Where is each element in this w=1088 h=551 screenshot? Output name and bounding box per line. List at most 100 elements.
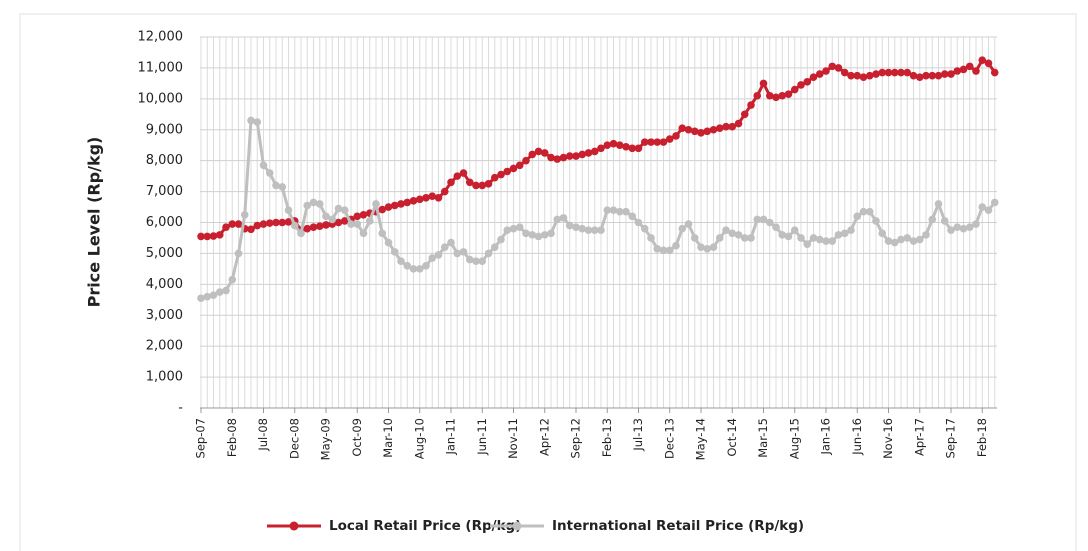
point xyxy=(534,232,543,241)
point xyxy=(240,210,249,219)
point xyxy=(728,122,737,131)
point xyxy=(415,195,424,204)
point xyxy=(909,237,918,245)
point xyxy=(659,138,668,146)
point xyxy=(403,198,412,207)
point xyxy=(659,246,668,255)
point xyxy=(309,223,318,231)
point xyxy=(422,261,430,270)
point xyxy=(584,149,593,157)
point xyxy=(534,147,543,156)
point xyxy=(672,132,680,140)
y-tick-label: - xyxy=(178,401,183,416)
point xyxy=(428,192,437,201)
point xyxy=(565,221,574,230)
point xyxy=(259,220,268,228)
point xyxy=(653,244,662,253)
point xyxy=(965,62,974,71)
point xyxy=(297,229,305,238)
point xyxy=(309,198,318,207)
point xyxy=(384,238,393,247)
point xyxy=(903,68,912,77)
point xyxy=(890,68,899,77)
point xyxy=(378,229,387,238)
point xyxy=(915,235,924,244)
point xyxy=(578,224,587,233)
point xyxy=(934,71,943,80)
point xyxy=(465,178,474,187)
point xyxy=(878,229,887,238)
x-tick-label: May-14 xyxy=(694,418,708,460)
point xyxy=(509,224,518,233)
point xyxy=(984,206,993,214)
y-tick-label: 6,000 xyxy=(146,215,183,230)
y-tick-label: 1,000 xyxy=(146,370,183,385)
point xyxy=(515,161,524,170)
point xyxy=(790,85,799,94)
point xyxy=(303,224,312,233)
point xyxy=(234,220,243,228)
x-tick-label: Mar-15 xyxy=(756,418,770,458)
point xyxy=(972,220,980,228)
point xyxy=(897,235,905,244)
point xyxy=(628,144,637,153)
point xyxy=(715,234,724,242)
point xyxy=(365,217,374,225)
point xyxy=(990,68,999,77)
point xyxy=(922,71,930,80)
point xyxy=(390,248,399,256)
x-tick-label: Oct-14 xyxy=(725,418,739,457)
point xyxy=(928,215,937,224)
point xyxy=(253,221,262,230)
point xyxy=(197,232,205,241)
point xyxy=(778,91,787,100)
point xyxy=(222,223,230,231)
point xyxy=(503,226,512,235)
y-tick-label: 10,000 xyxy=(138,91,184,106)
x-tick-label: Jul-08 xyxy=(256,418,270,452)
x-tick-label: Apr-12 xyxy=(537,418,551,456)
point xyxy=(953,67,962,75)
point xyxy=(840,68,849,77)
point xyxy=(878,68,887,77)
x-tick-label: Apr-17 xyxy=(912,418,926,456)
point xyxy=(928,71,937,80)
point xyxy=(809,234,818,242)
point xyxy=(828,237,837,245)
point xyxy=(490,243,499,252)
point xyxy=(822,237,830,245)
point xyxy=(797,234,805,242)
point xyxy=(215,288,224,296)
point xyxy=(728,229,737,238)
point xyxy=(753,91,762,100)
x-tick-label: Dec-13 xyxy=(662,418,676,459)
point xyxy=(978,56,987,64)
point xyxy=(453,172,462,180)
point xyxy=(840,229,849,238)
x-tick-label: Aug-10 xyxy=(412,418,426,459)
point xyxy=(497,235,505,244)
point xyxy=(340,206,349,214)
point xyxy=(615,141,624,150)
point xyxy=(347,220,355,228)
point xyxy=(915,73,924,81)
point xyxy=(897,68,905,77)
legend-marker xyxy=(289,521,299,531)
point xyxy=(209,291,218,299)
point xyxy=(478,257,487,265)
x-tick-label: Sep-12 xyxy=(569,418,583,458)
point xyxy=(803,240,812,248)
point xyxy=(772,93,780,102)
point xyxy=(440,243,449,252)
point xyxy=(434,193,443,202)
point xyxy=(209,232,218,240)
point xyxy=(540,149,549,157)
point xyxy=(228,275,237,284)
point xyxy=(690,234,699,242)
point xyxy=(472,257,480,265)
point xyxy=(865,207,874,216)
point xyxy=(447,238,455,247)
point xyxy=(559,214,568,222)
point xyxy=(603,141,612,150)
